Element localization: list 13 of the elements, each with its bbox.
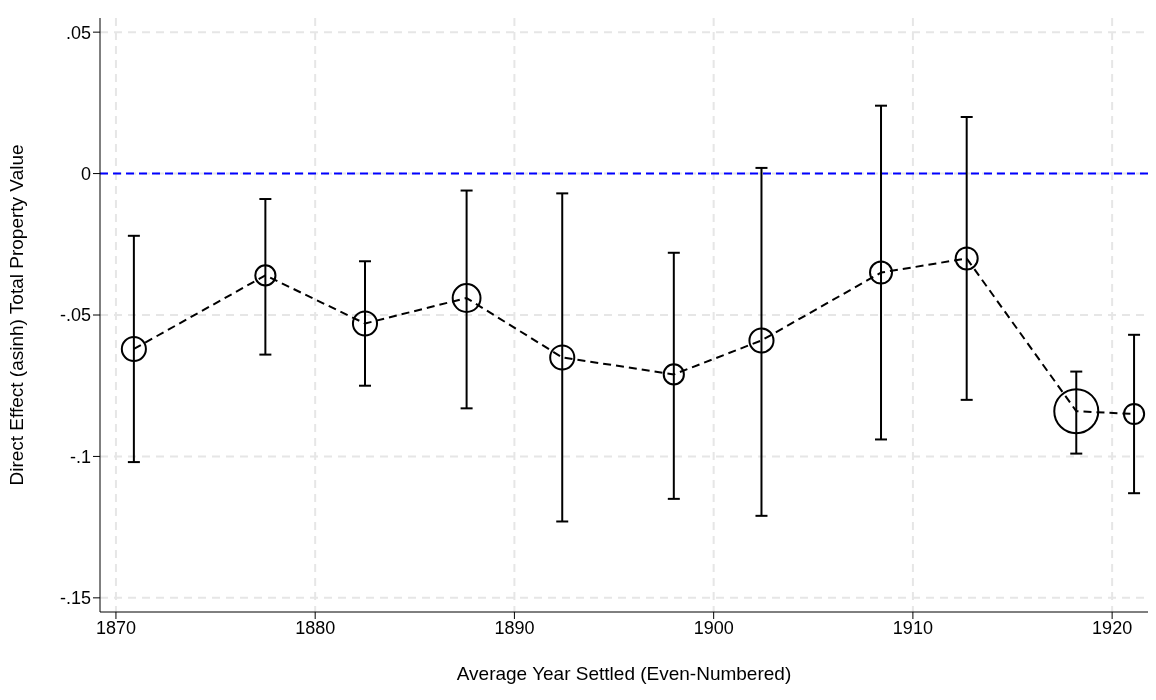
x-tick-label: 1890 [494,617,535,638]
y-tick-label: .05 [65,22,91,43]
x-tick-label: 1880 [295,617,336,638]
x-tick-label: 1870 [95,617,136,638]
x-tick-label: 1900 [693,617,734,638]
x-tick-label: 1920 [1092,617,1133,638]
y-tick-label: 0 [80,163,91,184]
y-axis-title: Direct Effect (asinh) Total Property Value [5,144,27,486]
x-axis-title: Average Year Settled (Even-Numbered) [456,663,792,684]
x-tick-label: 1910 [892,617,933,638]
y-tick-label: -.1 [69,446,91,467]
y-tick-label: -.15 [59,588,91,609]
y-tick-label: -.05 [59,305,91,326]
